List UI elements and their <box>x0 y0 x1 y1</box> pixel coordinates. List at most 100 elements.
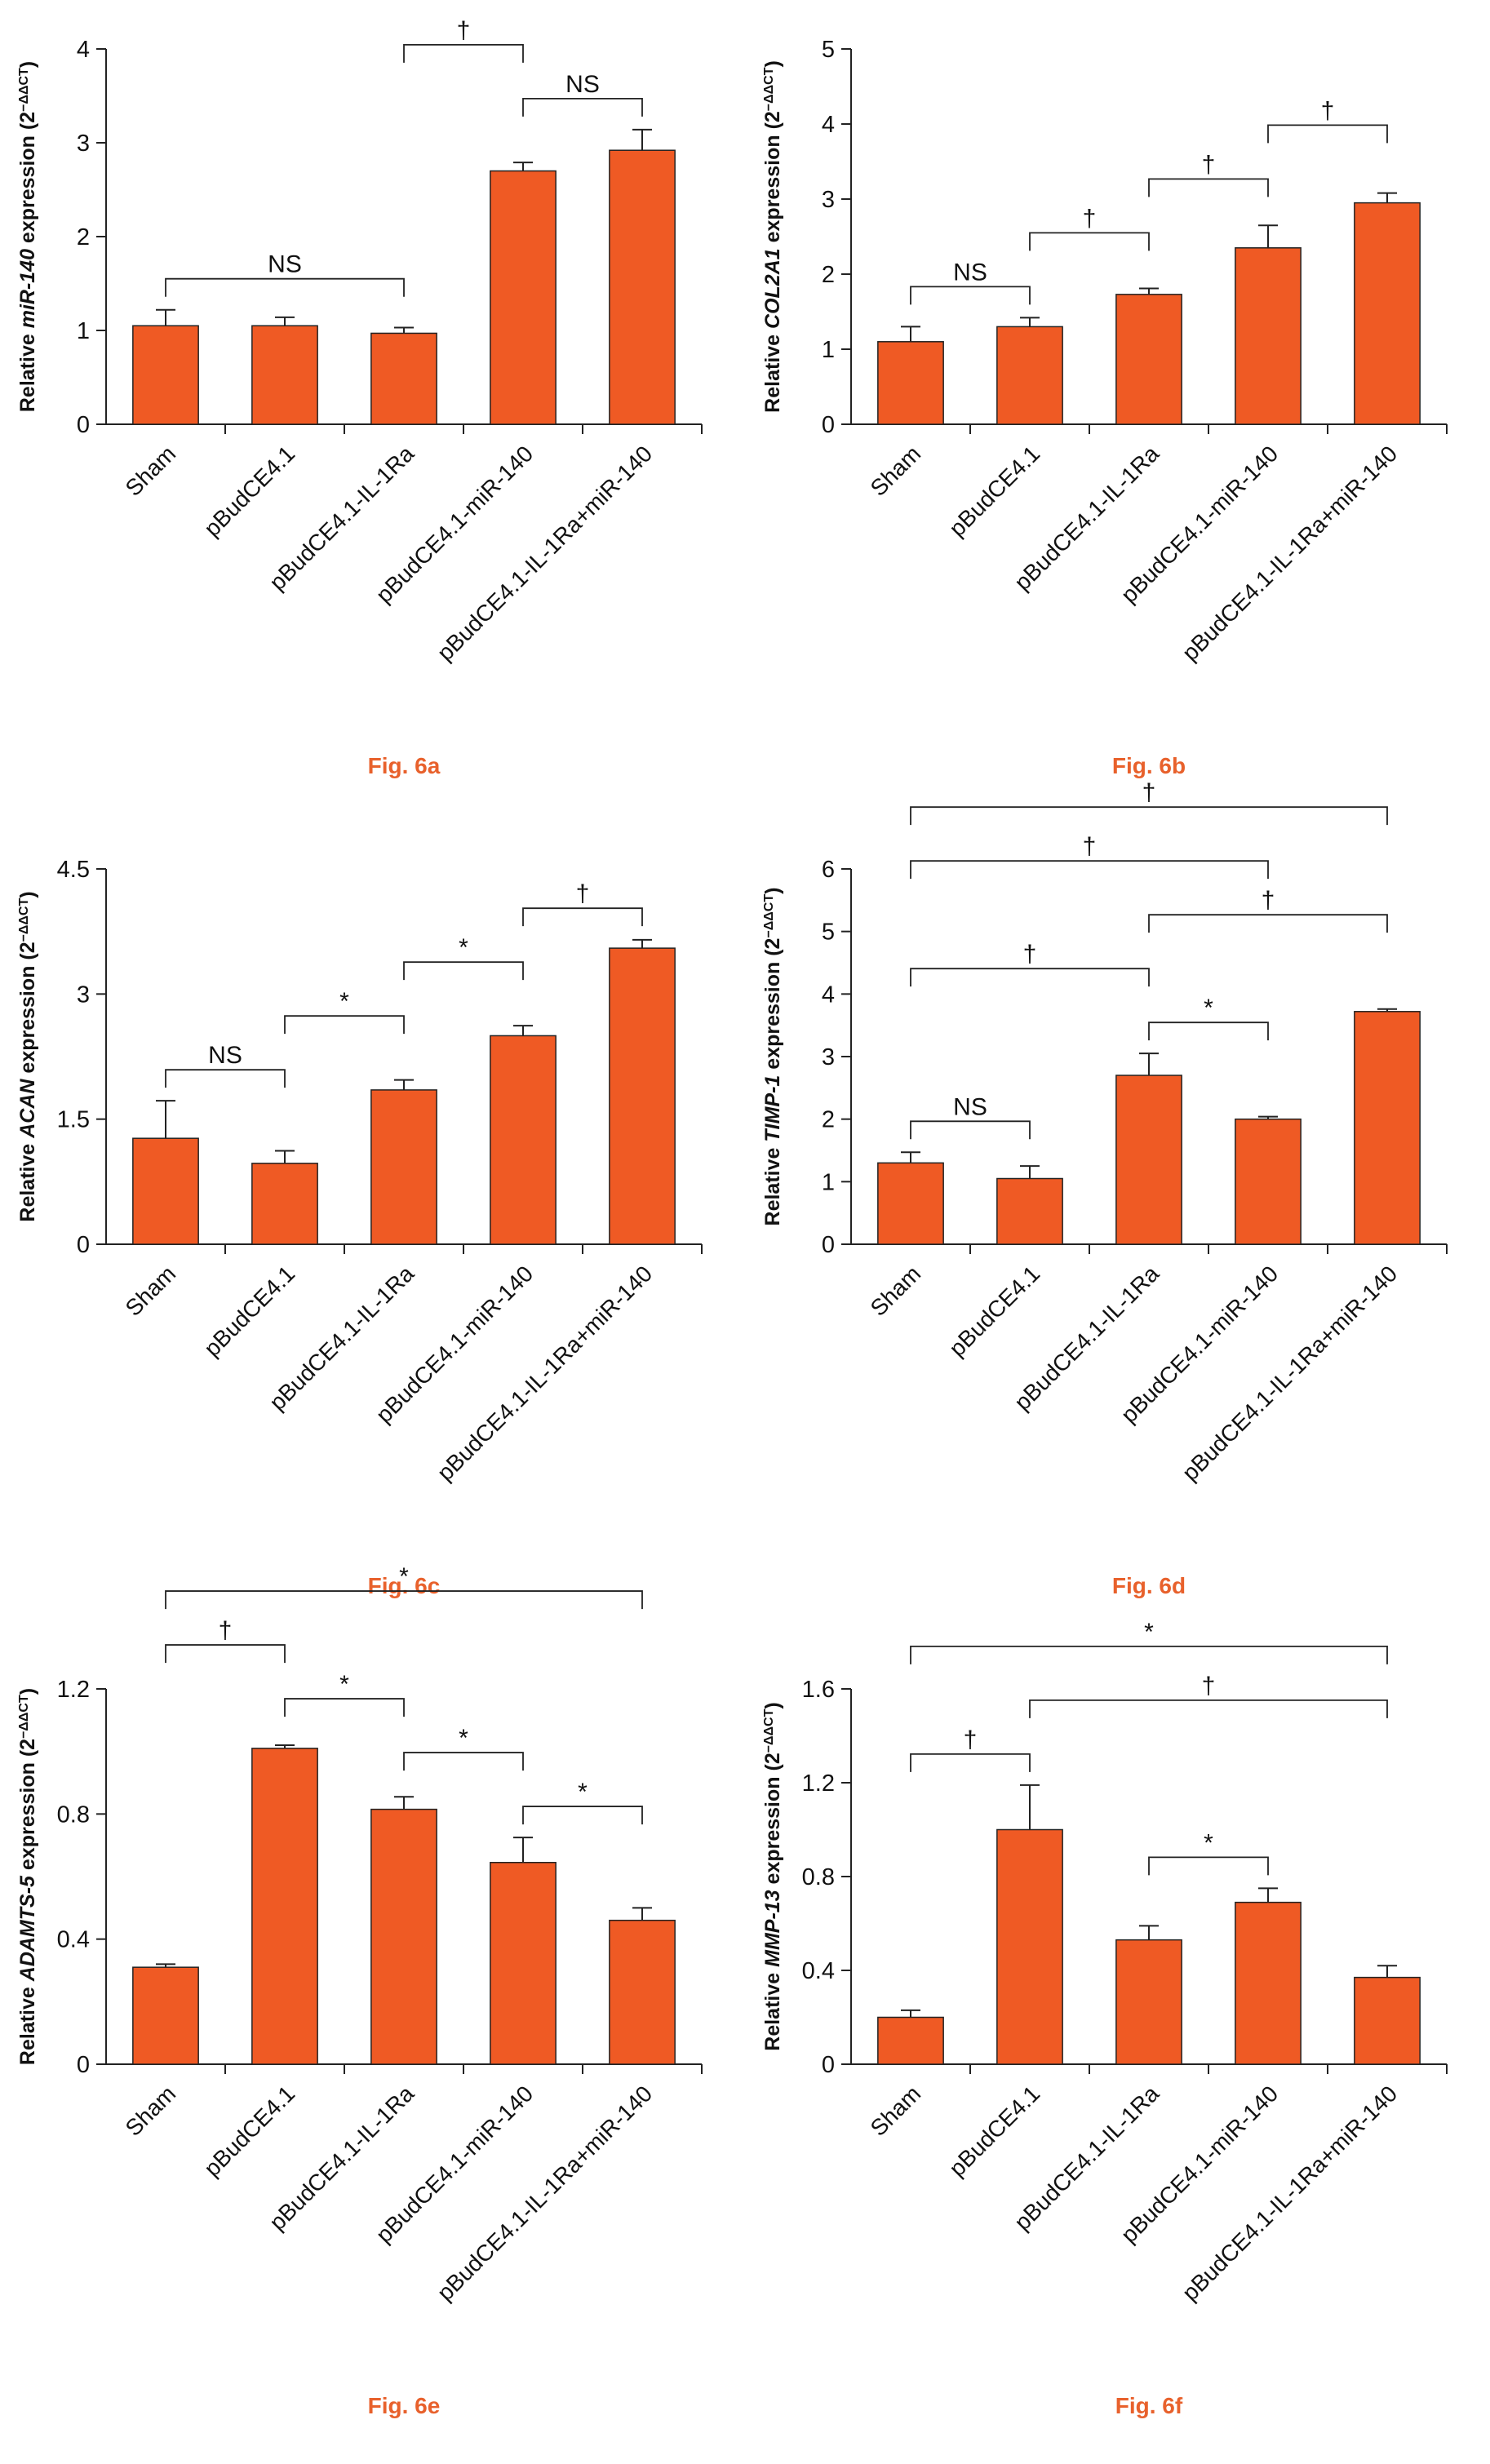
y-axis-label-part: −ΔΔCT <box>762 67 776 111</box>
bar <box>996 1177 1063 1245</box>
y-tick-label: 3 <box>77 131 90 157</box>
y-axis-label-part: Relative <box>16 1138 39 1222</box>
y-tick-label: 0 <box>77 412 90 438</box>
y-axis-label: Relative MMP-13 expression (2−ΔΔCT) <box>761 1702 784 2050</box>
x-tick-label: pBudCE4.1 <box>944 1261 1044 1361</box>
bar <box>877 1162 944 1245</box>
y-axis-label-part: −ΔΔCT <box>762 894 776 938</box>
significance-bracket <box>165 1590 643 1610</box>
bar <box>132 1137 199 1245</box>
bar <box>996 326 1063 425</box>
significance-bracket <box>910 806 1388 826</box>
significance-label: * <box>578 1779 588 1806</box>
x-tick-label: pBudCE4.1 <box>944 2081 1044 2181</box>
significance-label: † <box>576 880 590 907</box>
significance-label: † <box>219 1617 233 1644</box>
y-axis-label-part: COL2A1 <box>761 248 784 329</box>
significance-label: † <box>964 1726 978 1753</box>
y-axis-label-part: expression (2 <box>16 1739 39 1876</box>
y-tick-label: 4 <box>822 982 835 1008</box>
significance-bracket <box>284 1698 405 1717</box>
y-tick-label: 1 <box>822 337 835 363</box>
bar <box>370 332 437 425</box>
bar <box>251 1748 318 2065</box>
y-axis-label-part: −ΔΔCT <box>17 898 31 942</box>
significance-label: † <box>1202 151 1216 178</box>
significance-label: * <box>1144 1619 1154 1646</box>
chart-panel: 0 0.4 0.8 1.2 Relative ADAMTS-5 expression (… <box>16 1563 703 2418</box>
y-axis-label-part: Relative <box>761 329 784 413</box>
y-axis-label-part: Relative <box>761 1967 784 2051</box>
y-axis-label-part: ) <box>16 61 39 68</box>
bar <box>370 1089 437 1245</box>
y-axis-label-part: MMP-13 <box>761 1890 784 1967</box>
y-tick-label: 2 <box>822 1107 835 1133</box>
significance-bracket <box>165 277 405 297</box>
bar <box>1354 1976 1421 2065</box>
y-tick-label: 5 <box>822 920 835 946</box>
significance-bracket <box>1029 1699 1388 1718</box>
y-tick-label: 0 <box>822 412 835 438</box>
significance-bracket <box>1267 124 1388 144</box>
y-axis-label-part: expression (2 <box>16 942 39 1079</box>
figure-caption: Fig. 6f <box>1115 2393 1183 2418</box>
x-tick-label: pBudCE4.1 <box>199 441 299 541</box>
y-tick-label: 4.5 <box>57 857 90 883</box>
chart-panel: 0 1 2 3 4 5 Relative COL2A1 expression (2−ΔΔCT… <box>761 37 1448 778</box>
x-tick-label: Sham <box>121 1261 181 1321</box>
y-axis-label-part: ) <box>761 60 784 67</box>
x-tick-label: pBudCE4.1-IL-1Ra+miR-140 <box>1177 2081 1403 2306</box>
significance-bracket <box>522 1806 643 1825</box>
significance-label: * <box>1204 995 1213 1021</box>
bar <box>132 325 199 425</box>
y-axis-label-part: ) <box>16 1688 39 1695</box>
x-tick-label: pBudCE4.1 <box>199 1261 299 1361</box>
x-tick-label: pBudCE4.1 <box>944 441 1044 541</box>
y-tick-label: 4 <box>77 37 90 63</box>
y-axis-label-part: miR-140 <box>16 249 39 328</box>
y-tick-label: 1.2 <box>57 1677 90 1703</box>
x-tick-label: pBudCE4.1 <box>199 2081 299 2181</box>
bar <box>370 1808 437 2065</box>
y-tick-label: 0 <box>822 2052 835 2078</box>
y-axis-label-part: −ΔΔCT <box>762 1708 776 1753</box>
y-axis-label-part: Relative <box>16 1981 39 2065</box>
significance-label: † <box>1142 779 1156 806</box>
bar <box>1235 1118 1302 1245</box>
bar <box>251 1163 318 1245</box>
bar <box>1115 1939 1182 2065</box>
significance-bracket <box>910 1120 1031 1140</box>
y-axis-label-part: expression (2 <box>16 112 39 249</box>
significance-bracket <box>1148 1856 1269 1876</box>
y-tick-label: 2 <box>77 224 90 250</box>
significance-bracket <box>284 1015 405 1035</box>
y-axis-label-part: expression (2 <box>761 1753 784 1890</box>
bar <box>1235 1901 1302 2065</box>
y-tick-label: 1 <box>77 318 90 344</box>
bar <box>877 341 944 425</box>
chart-panel: 0 1 2 3 4 5 6 Relative TIMP-1 expression (2−ΔΔC… <box>761 779 1448 1598</box>
y-axis-label-part: ) <box>16 891 39 897</box>
significance-bracket <box>1148 178 1269 197</box>
significance-bracket <box>165 1644 286 1664</box>
y-tick-label: 1.2 <box>802 1770 835 1797</box>
bar <box>1235 247 1302 425</box>
y-axis-label-part: −ΔΔCT <box>17 1695 31 1739</box>
significance-bracket <box>403 44 524 63</box>
bar <box>1354 202 1421 425</box>
significance-label: * <box>459 1725 468 1752</box>
y-tick-label: 3 <box>77 982 90 1008</box>
y-axis-label: Relative ADAMTS-5 expression (2−ΔΔCT) <box>16 1688 39 2065</box>
significance-label: * <box>459 934 468 961</box>
significance-label: NS <box>268 251 302 278</box>
significance-bracket <box>403 1752 524 1771</box>
y-tick-label: 2 <box>822 262 835 288</box>
x-tick-label: pBudCE4.1-IL-1Ra+miR-140 <box>432 441 658 666</box>
significance-bracket <box>910 286 1031 305</box>
significance-label: † <box>1083 205 1097 232</box>
bar <box>1115 1075 1182 1245</box>
significance-label: † <box>1023 941 1037 968</box>
significance-label: † <box>1321 97 1335 124</box>
